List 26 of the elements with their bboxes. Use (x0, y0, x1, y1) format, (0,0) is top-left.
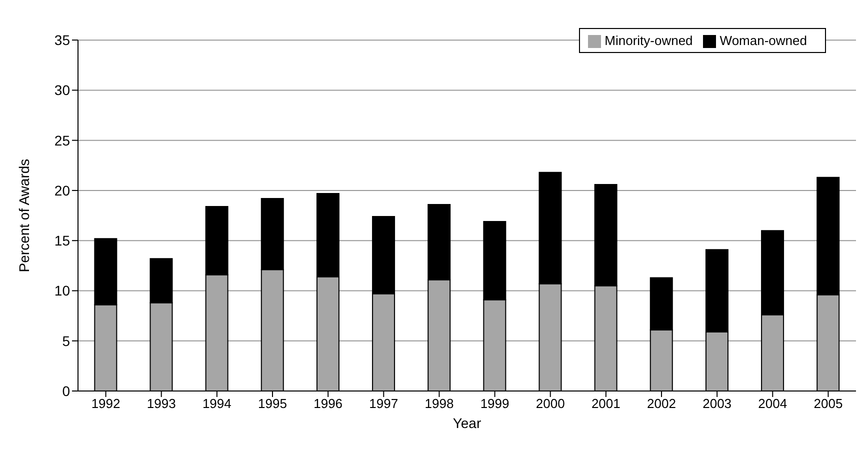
y-tick-label: 0 (62, 382, 70, 399)
x-axis-title: Year (452, 415, 482, 431)
x-tick-label: 2004 (758, 396, 788, 412)
legend-label: Minority-owned (604, 33, 693, 48)
x-tick-label: 1992 (91, 396, 120, 412)
x-tick-label: 2001 (591, 396, 620, 412)
y-tick-label: 25 (54, 132, 70, 148)
x-tick-label: 2005 (814, 396, 843, 412)
x-tick-label: 1997 (369, 396, 398, 412)
y-tick-label: 30 (54, 82, 70, 98)
y-tick-label: 35 (54, 32, 70, 48)
y-tick-label: 20 (54, 182, 70, 198)
x-tick-label: 2003 (702, 396, 732, 412)
y-tick-label: 5 (62, 332, 70, 349)
x-tick-label: 1999 (480, 396, 510, 412)
y-axis-title: Percent of Awards (16, 158, 32, 272)
x-tick-label: 1996 (314, 396, 343, 412)
x-tick-label: 2000 (536, 396, 565, 412)
x-tick-label: 1998 (424, 396, 454, 412)
y-tick-label: 10 (54, 282, 70, 299)
x-tick-label: 1994 (202, 396, 232, 412)
y-tick-label: 15 (54, 232, 70, 249)
x-tick-label: 1993 (146, 396, 176, 412)
legend-label: Woman-owned (720, 33, 807, 48)
x-tick-label: 1995 (258, 396, 287, 412)
x-tick-label: 2002 (647, 396, 676, 412)
